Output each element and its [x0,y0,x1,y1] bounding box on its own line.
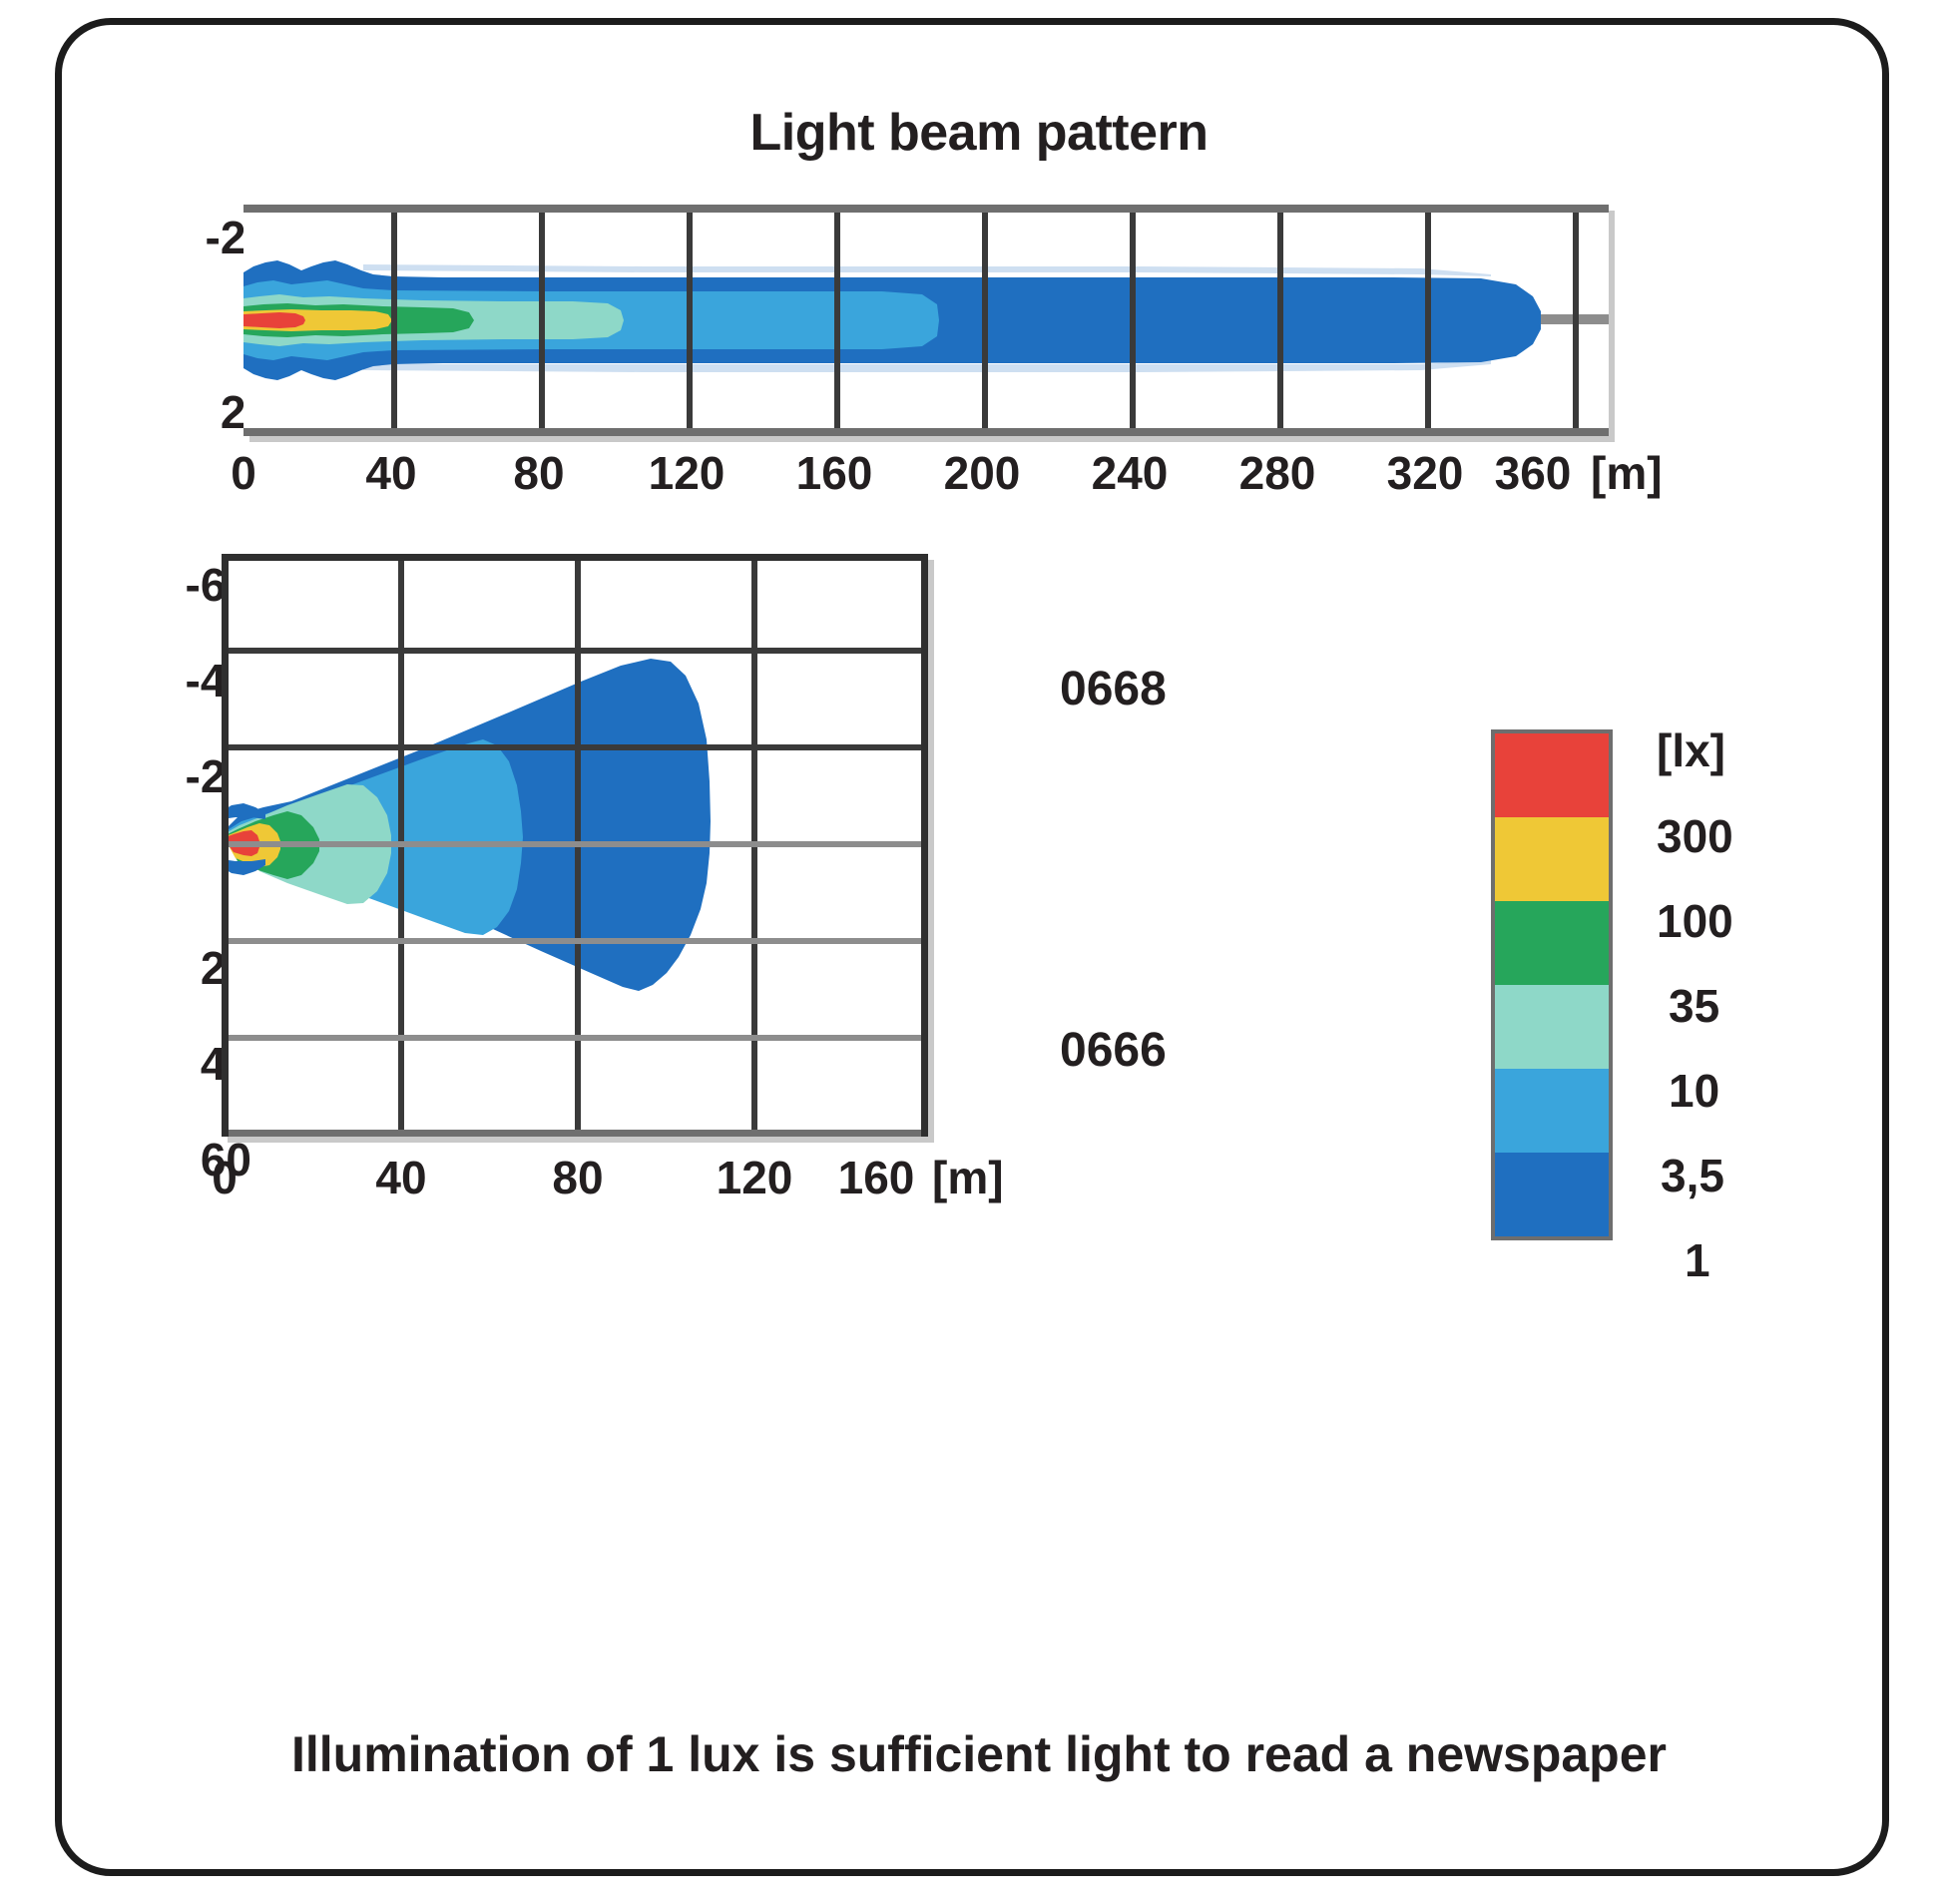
top-chart-xtick-120: 120 [648,447,726,499]
top-chart-xtick-240: 240 [1091,447,1169,499]
top-chart-xtick-160: 160 [795,447,873,499]
legend-label-300: 300 [1657,810,1733,862]
top-chart-xtick-0: 0 [231,447,256,499]
light-beam-panel: Light beam pattern -20 0 20 [55,18,1889,1876]
top-chart-xtick-40: 40 [365,447,417,499]
top-chart-id-label: 0668 [1060,663,1167,715]
top-chart-svg [243,205,1609,436]
top-chart-xtick-280: 280 [1238,447,1316,499]
legend-swatch-35 [1495,901,1609,985]
legend-label-10: 10 [1669,1065,1720,1117]
caption-text: Illumination of 1 lux is sufficient ligh… [291,1726,1667,1782]
bottom-chart-xtick-160: 160 [837,1152,915,1203]
top-chart-plot [243,205,1609,436]
legend-swatch-1 [1495,1153,1609,1236]
bottom-chart-xtick-0: 0 [212,1152,238,1203]
top-chart-xtick-320: 320 [1386,447,1464,499]
bottom-chart-svg [222,554,928,1137]
legend-swatch-300 [1495,733,1609,817]
top-band-halo-lower [363,360,1491,372]
legend-unit-label: [lx] [1657,724,1725,776]
page-title: Light beam pattern [749,104,1209,162]
bottom-chart-plot [222,554,928,1137]
legend-label-35: 35 [1669,980,1720,1032]
legend-swatch-10 [1495,985,1609,1069]
bottom-chart-xtick-80: 80 [552,1152,604,1203]
bottom-chart-xtick-120: 120 [716,1152,793,1203]
top-band-halo [363,264,1491,276]
top-chart-xtick-360: 360 [1494,447,1572,499]
bottom-chart-ytick-60: 60 [200,1134,251,1186]
legend-swatch-3p5 [1495,1069,1609,1153]
top-chart-xaxis-unit: [m] [1591,447,1663,499]
top-chart-xtick-80: 80 [513,447,565,499]
bottom-chart-xaxis-unit: [m] [932,1152,1004,1203]
top-band-300lx [243,312,305,328]
bottom-chart-id-label: 0666 [1060,1024,1167,1077]
legend-label-3p5: 3,5 [1661,1150,1724,1201]
legend-label-1: 1 [1685,1234,1710,1286]
bottom-chart-xtick-40: 40 [375,1152,427,1203]
legend-label-100: 100 [1657,895,1733,947]
legend-colorbar [1491,729,1613,1240]
legend-swatch-100 [1495,817,1609,901]
top-chart-xtick-200: 200 [943,447,1021,499]
